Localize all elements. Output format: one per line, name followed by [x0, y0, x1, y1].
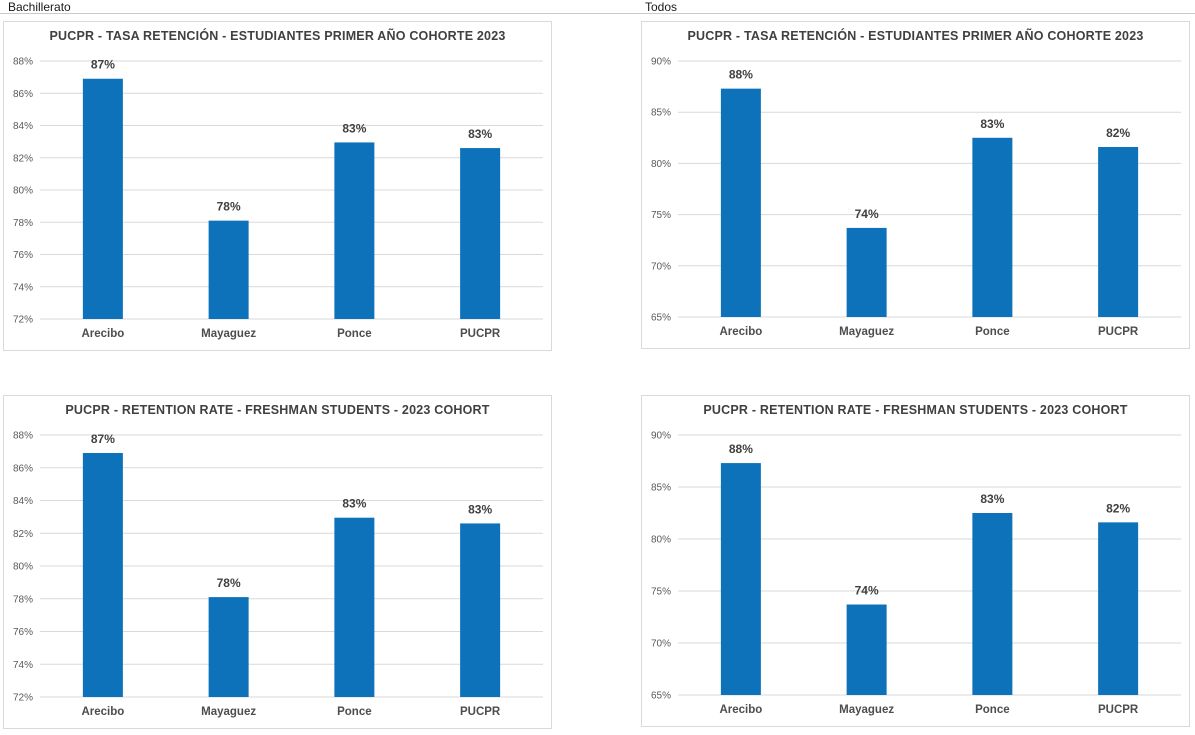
bar-ponce[interactable] [972, 137, 1013, 317]
category-label-pucpr: PUCPR [1098, 704, 1139, 716]
chart-card-todos-english[interactable]: PUCPR - RETENTION RATE - FRESHMAN STUDEN… [641, 395, 1190, 727]
y-axis-tick-label: 80% [13, 186, 33, 197]
bar-mayaguez[interactable] [208, 220, 249, 319]
chart-title: PUCPR - RETENTION RATE - FRESHMAN STUDEN… [65, 403, 490, 417]
y-axis-tick-label: 90% [651, 431, 671, 442]
y-axis-tick-label: 65% [651, 313, 671, 324]
bar-ponce[interactable] [334, 142, 375, 319]
y-axis-tick-label: 74% [13, 282, 33, 293]
chart-card-bachillerato-spanish[interactable]: PUCPR - TASA RETENCIÓN - ESTUDIANTES PRI… [3, 21, 552, 351]
bar-value-label: 83% [980, 117, 1004, 131]
bar-pucpr[interactable] [1098, 147, 1139, 317]
bar-pucpr[interactable] [460, 523, 501, 697]
category-label-arecibo: Arecibo [719, 326, 762, 338]
category-label-mayaguez: Mayaguez [839, 704, 894, 716]
y-axis-tick-label: 86% [13, 463, 33, 474]
y-axis-tick-label: 78% [13, 594, 33, 605]
y-axis-tick-label: 84% [13, 121, 33, 132]
y-axis-tick-label: 85% [651, 108, 671, 119]
chart-title: PUCPR - TASA RETENCIÓN - ESTUDIANTES PRI… [49, 29, 506, 43]
bar-value-label: 87% [91, 58, 115, 72]
bar-pucpr[interactable] [1098, 522, 1139, 695]
category-label-arecibo: Arecibo [719, 704, 762, 716]
bar-arecibo[interactable] [720, 88, 761, 317]
category-label-mayaguez: Mayaguez [201, 706, 256, 718]
bar-arecibo[interactable] [82, 453, 123, 697]
y-axis-tick-label: 74% [13, 660, 33, 671]
category-label-ponce: Ponce [975, 704, 1010, 716]
bar-value-label: 83% [980, 492, 1004, 506]
y-axis-tick-label: 72% [13, 693, 33, 704]
category-label-arecibo: Arecibo [81, 706, 124, 718]
bar-ponce[interactable] [334, 517, 375, 697]
chart-card-bachillerato-english[interactable]: PUCPR - RETENTION RATE - FRESHMAN STUDEN… [3, 395, 552, 729]
y-axis-tick-label: 75% [651, 587, 671, 598]
y-axis-tick-label: 84% [13, 496, 33, 507]
chart-card-todos-spanish[interactable]: PUCPR - TASA RETENCIÓN - ESTUDIANTES PRI… [641, 21, 1190, 349]
bar-value-label: 83% [342, 497, 366, 511]
bar-value-label: 82% [1106, 126, 1130, 140]
chart-plot: 90% 85% 80% 75% 70% 65% 88% Arecibo 74% Mayaguez 8… [651, 57, 1181, 338]
y-axis-tick-label: 82% [13, 153, 33, 164]
chart-title: PUCPR - RETENTION RATE - FRESHMAN STUDEN… [703, 403, 1128, 417]
bar-value-label: 83% [468, 127, 492, 141]
bar-value-label: 78% [217, 576, 241, 590]
y-axis-tick-label: 70% [651, 261, 671, 272]
category-label-ponce: Ponce [337, 706, 372, 718]
y-axis-tick-label: 82% [13, 529, 33, 540]
bar-value-label: 82% [1106, 501, 1130, 515]
category-label-ponce: Ponce [337, 328, 372, 340]
chart-title: PUCPR - TASA RETENCIÓN - ESTUDIANTES PRI… [687, 29, 1144, 43]
chart-plot: 88% 86% 84% 82% 80% 78% 76% 74% 72% 87% Arecibo 78%… [13, 57, 543, 340]
y-axis-tick-label: 78% [13, 218, 33, 229]
category-label-pucpr: PUCPR [460, 706, 501, 718]
chart-plot: 88% 86% 84% 82% 80% 78% 76% 74% 72% 87% Arecibo 78%… [13, 431, 543, 718]
bar-value-label: 88% [729, 68, 753, 82]
y-axis-tick-label: 90% [651, 57, 671, 68]
y-axis-tick-label: 76% [13, 627, 33, 638]
category-label-arecibo: Arecibo [81, 328, 124, 340]
category-label-pucpr: PUCPR [460, 328, 501, 340]
bar-mayaguez[interactable] [846, 604, 887, 695]
y-axis-tick-label: 70% [651, 639, 671, 650]
bar-arecibo[interactable] [720, 463, 761, 695]
bar-value-label: 87% [91, 432, 115, 446]
bar-value-label: 78% [217, 200, 241, 214]
bar-arecibo[interactable] [82, 78, 123, 319]
bar-value-label: 83% [468, 502, 492, 516]
bar-mayaguez[interactable] [846, 227, 887, 317]
bar-mayaguez[interactable] [208, 597, 249, 697]
category-label-mayaguez: Mayaguez [839, 326, 894, 338]
category-label-mayaguez: Mayaguez [201, 328, 256, 340]
chart-plot: 90% 85% 80% 75% 70% 65% 88% Arecibo 74% Mayaguez 8… [651, 431, 1181, 716]
y-axis-tick-label: 86% [13, 89, 33, 100]
section-label-bachillerato: Bachillerato [0, 0, 638, 14]
bar-value-label: 74% [855, 584, 879, 598]
y-axis-tick-label: 85% [651, 483, 671, 494]
y-axis-tick-label: 65% [651, 691, 671, 702]
y-axis-tick-label: 76% [13, 250, 33, 261]
y-axis-tick-label: 88% [13, 57, 33, 68]
category-label-pucpr: PUCPR [1098, 326, 1139, 338]
section-label-todos: Todos [638, 0, 1195, 14]
y-axis-tick-label: 80% [651, 159, 671, 170]
y-axis-tick-label: 80% [13, 562, 33, 573]
bar-value-label: 83% [342, 121, 366, 135]
y-axis-tick-label: 80% [651, 535, 671, 546]
y-axis-tick-label: 88% [13, 431, 33, 442]
bar-pucpr[interactable] [460, 148, 501, 319]
category-label-ponce: Ponce [975, 326, 1010, 338]
bar-value-label: 88% [729, 442, 753, 456]
y-axis-tick-label: 72% [13, 315, 33, 326]
y-axis-tick-label: 75% [651, 210, 671, 221]
bar-ponce[interactable] [972, 513, 1013, 695]
bar-value-label: 74% [855, 207, 879, 221]
